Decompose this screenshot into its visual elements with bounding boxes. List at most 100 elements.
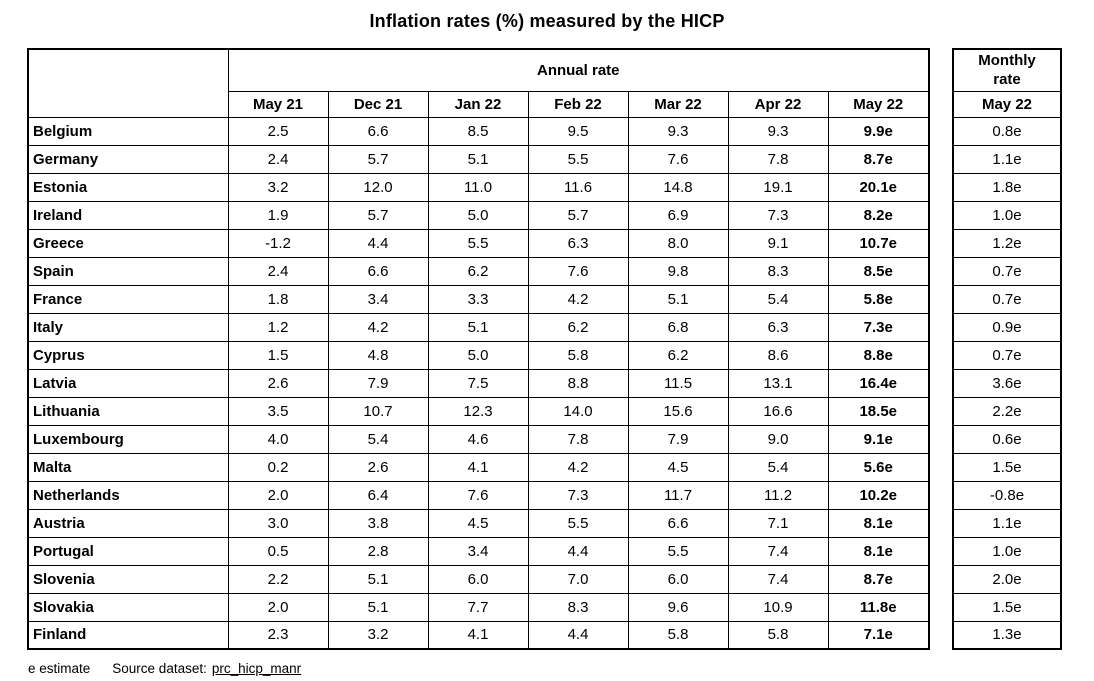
- country-name-cell: Slovenia: [27, 564, 229, 594]
- annual-rate-cell: 5.5: [427, 228, 529, 258]
- monthly-table-row: 1.0e: [952, 200, 1062, 230]
- annual-rate-cell: 3.3: [427, 284, 529, 314]
- annual-rate-cell: 1.2: [227, 312, 329, 342]
- monthly-table-row: 0.7e: [952, 340, 1062, 370]
- country-name-cell: Malta: [27, 452, 229, 482]
- annual-rate-cell: 9.3: [727, 116, 829, 146]
- annual-rate-cell: 4.4: [527, 620, 629, 650]
- country-name-cell: Luxembourg: [27, 424, 229, 454]
- annual-rate-cell: 7.6: [427, 480, 529, 510]
- country-name-cell: Austria: [27, 508, 229, 538]
- monthly-rate-cell: 1.5e: [952, 452, 1062, 482]
- monthly-table-row: 2.0e: [952, 564, 1062, 594]
- annual-rate-cell: 11.7: [627, 480, 729, 510]
- annual-rate-cell: 4.0: [227, 424, 329, 454]
- monthly-rate-cell: 3.6e: [952, 368, 1062, 398]
- annual-rate-cell: 3.4: [327, 284, 429, 314]
- monthly-rate-cell: 0.7e: [952, 284, 1062, 314]
- annual-rate-cell: 7.1e: [827, 620, 930, 650]
- annual-rate-cell: 8.5e: [827, 256, 930, 286]
- annual-rate-cell: 7.6: [627, 144, 729, 174]
- monthly-table-row: 0.8e: [952, 116, 1062, 146]
- monthly-rate-cell: 2.2e: [952, 396, 1062, 426]
- monthly-group-header-row: Monthly rate: [952, 48, 1062, 92]
- annual-rate-cell: 2.5: [227, 116, 329, 146]
- annual-rate-cell: 2.2: [227, 564, 329, 594]
- table-row: Finland 2.3 3.2 4.1 4.4 5.8 5.8 7.1e: [27, 620, 930, 650]
- annual-rate-cell: 4.1: [427, 452, 529, 482]
- monthly-rate-cell: 1.1e: [952, 144, 1062, 174]
- annual-rate-cell: 10.2e: [827, 480, 930, 510]
- table-row: Germany 2.4 5.7 5.1 5.5 7.6 7.8 8.7e: [27, 144, 930, 174]
- column-header: Feb 22: [527, 90, 629, 118]
- monthly-rate-cell: 0.7e: [952, 340, 1062, 370]
- annual-rate-cell: 8.7e: [827, 144, 930, 174]
- column-header: Jan 22: [427, 90, 529, 118]
- estimate-note: e estimate: [28, 661, 91, 676]
- annual-rate-cell: 7.3: [727, 200, 829, 230]
- annual-rate-cell: 6.6: [627, 508, 729, 538]
- annual-rate-cell: 9.9e: [827, 116, 930, 146]
- annual-rate-cell: 1.9: [227, 200, 329, 230]
- annual-rate-cell: 3.4: [427, 536, 529, 566]
- annual-rate-cell: 2.4: [227, 256, 329, 286]
- table-row: Lithuania 3.5 10.7 12.3 14.0 15.6 16.6 18.5e: [27, 396, 930, 426]
- annual-rate-cell: 4.6: [427, 424, 529, 454]
- annual-rate-cell: 8.6: [727, 340, 829, 370]
- annual-rate-cell: 2.4: [227, 144, 329, 174]
- annual-rate-cell: 5.8e: [827, 284, 930, 314]
- annual-rate-cell: 6.6: [327, 256, 429, 286]
- table-row: Portugal 0.5 2.8 3.4 4.4 5.5 7.4 8.1e: [27, 536, 930, 566]
- annual-rate-cell: 11.2: [727, 480, 829, 510]
- footer: e estimate Source dataset: prc_hicp_manr: [28, 661, 301, 676]
- annual-rate-cell: 11.5: [627, 368, 729, 398]
- monthly-table-row: 0.7e: [952, 284, 1062, 314]
- annual-rate-cell: 5.8: [627, 620, 729, 650]
- annual-rate-cell: 18.5e: [827, 396, 930, 426]
- annual-rate-cell: 6.9: [627, 200, 729, 230]
- monthly-rate-cell: 1.8e: [952, 172, 1062, 202]
- source-dataset-link[interactable]: prc_hicp_manr: [211, 661, 302, 676]
- monthly-rate-group-header: Monthly rate: [952, 48, 1062, 92]
- monthly-rate-cell: 1.0e: [952, 200, 1062, 230]
- annual-rate-cell: 7.0: [527, 564, 629, 594]
- annual-rate-cell: 5.0: [427, 200, 529, 230]
- annual-rate-cell: 4.4: [527, 536, 629, 566]
- annual-rate-cell: 7.3e: [827, 312, 930, 342]
- country-name-cell: Slovakia: [27, 592, 229, 622]
- annual-rate-cell: 8.5: [427, 116, 529, 146]
- annual-rate-cell: 8.0: [627, 228, 729, 258]
- annual-rate-cell: 4.5: [627, 452, 729, 482]
- annual-table-body: Belgium 2.5 6.6 8.5 9.5 9.3 9.3 9.9e Germany 2.4 5…: [27, 116, 930, 650]
- annual-rate-cell: 8.3: [727, 256, 829, 286]
- monthly-table-row: 1.5e: [952, 592, 1062, 622]
- annual-rate-cell: 5.7: [527, 200, 629, 230]
- table-row: Slovenia 2.2 5.1 6.0 7.0 6.0 7.4 8.7e: [27, 564, 930, 594]
- date-header-row: May 21 Dec 21 Jan 22 Feb 22 Mar 22 Apr 2…: [28, 90, 930, 118]
- annual-rate-cell: 7.4: [727, 564, 829, 594]
- annual-rate-cell: 0.5: [227, 536, 329, 566]
- annual-rate-cell: 7.4: [727, 536, 829, 566]
- annual-rate-cell: 5.7: [327, 144, 429, 174]
- table-row: Cyprus 1.5 4.8 5.0 5.8 6.2 8.6 8.8e: [27, 340, 930, 370]
- country-name-cell: Cyprus: [27, 340, 229, 370]
- monthly-table-row: 1.8e: [952, 172, 1062, 202]
- monthly-rate-cell: 0.7e: [952, 256, 1062, 286]
- annual-rate-cell: 7.1: [727, 508, 829, 538]
- annual-rate-cell: 5.1: [327, 592, 429, 622]
- annual-rate-cell: 9.8: [627, 256, 729, 286]
- monthly-rate-cell: 0.9e: [952, 312, 1062, 342]
- monthly-table-row: 1.1e: [952, 144, 1062, 174]
- annual-rate-cell: 8.3: [527, 592, 629, 622]
- page-title: Inflation rates (%) measured by the HICP: [369, 11, 725, 31]
- monthly-table-row: 1.0e: [952, 536, 1062, 566]
- annual-rate-cell: 10.9: [727, 592, 829, 622]
- annual-rate-cell: 5.4: [727, 284, 829, 314]
- column-header: May 21: [227, 90, 329, 118]
- annual-rate-cell: 2.3: [227, 620, 329, 650]
- annual-rate-cell: 5.5: [527, 508, 629, 538]
- annual-rate-cell: 9.1: [727, 228, 829, 258]
- annual-rate-cell: 0.2: [227, 452, 329, 482]
- annual-rate-cell: 12.0: [327, 172, 429, 202]
- country-column-header: [27, 48, 229, 118]
